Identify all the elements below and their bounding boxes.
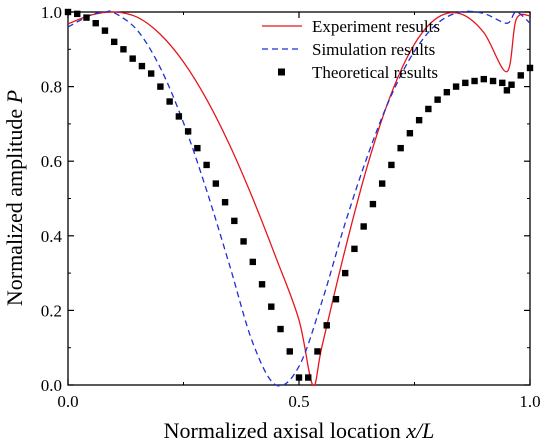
y-tick-label: 1.0 <box>41 3 62 22</box>
theory-marker <box>499 79 506 87</box>
y-tick-label: 0.8 <box>41 78 62 97</box>
tick-group: 0.0 0.5 1.0 0.0 0.2 0.4 0.6 0.8 1.0 <box>41 3 541 411</box>
theory-marker <box>277 325 284 333</box>
theory-marker <box>74 10 81 18</box>
theory-marker <box>406 130 414 137</box>
theory-marker <box>397 144 404 152</box>
y-tick-label: 0.4 <box>41 227 63 246</box>
theory-marker <box>92 19 99 27</box>
theory-marker <box>249 258 256 266</box>
theory-marker <box>388 161 395 169</box>
theory-marker <box>295 374 303 381</box>
theory-marker <box>203 161 210 169</box>
theory-marker <box>286 348 293 355</box>
theory-marker <box>194 144 201 152</box>
theory-marker <box>332 296 340 303</box>
y-axis-title-text: Normalized amplitude <box>2 103 27 306</box>
plot-frame <box>67 11 531 386</box>
theory-marker <box>101 27 109 34</box>
theory-marker <box>323 322 330 329</box>
theory-marker <box>157 83 164 90</box>
theory-marker <box>212 180 220 187</box>
theory-marker <box>305 374 312 381</box>
theory-marker <box>351 245 358 253</box>
theory-marker <box>221 199 229 206</box>
legend: Experiment results Simulation results Theo… <box>262 17 440 82</box>
x-axis-title-text: Normalized axisal location <box>164 418 407 443</box>
theory-marker <box>471 77 478 85</box>
x-tick-label: 0.5 <box>288 392 309 411</box>
theory-marker <box>268 303 275 310</box>
y-axis-title-var: P <box>2 90 27 104</box>
theory-marker <box>425 105 432 113</box>
theory-marker <box>443 88 451 96</box>
theory-marker <box>415 116 423 124</box>
x-tick-label: 1.0 <box>519 392 540 411</box>
theory-marker <box>166 98 173 105</box>
x-axis-title-var: x/L <box>405 418 434 443</box>
theory-marker <box>64 8 72 16</box>
theory-marker <box>503 87 511 94</box>
series-group <box>64 8 534 387</box>
theory-marker <box>138 62 146 70</box>
theory-marker <box>120 46 127 53</box>
theory-marker <box>526 64 534 72</box>
theory-marker <box>129 55 136 62</box>
y-tick-label: 0.0 <box>41 376 62 395</box>
theory-marker <box>258 281 266 288</box>
x-tick-label: 0.0 <box>57 392 78 411</box>
theory-marker <box>147 70 155 77</box>
theory-marker <box>175 113 183 120</box>
theory-marker <box>111 38 118 46</box>
theory-marker <box>489 77 497 85</box>
legend-label: Experiment results <box>312 17 440 36</box>
theory-marker <box>378 180 386 187</box>
theory-marker <box>184 128 192 135</box>
theory-marker <box>83 14 90 21</box>
theory-marker <box>314 348 321 355</box>
x-axis-title: Normalized axisal location x/L <box>164 418 435 443</box>
y-tick-label: 0.6 <box>41 152 62 171</box>
theory-marker <box>480 75 487 83</box>
theory-marker <box>434 96 441 103</box>
theory-marker <box>517 72 524 79</box>
legend-label: Theoretical results <box>312 63 438 82</box>
theory-marker <box>240 238 247 245</box>
theory-marker <box>231 217 238 225</box>
y-tick-label: 0.2 <box>41 301 62 320</box>
simulation-line <box>67 10 531 387</box>
theory-marker <box>508 81 515 88</box>
y-axis-title: Normalized amplitude P <box>2 90 27 306</box>
legend-label: Simulation results <box>312 40 435 59</box>
legend-marker-theory <box>278 68 285 76</box>
theory-marker <box>360 223 367 230</box>
theory-marker <box>462 79 469 87</box>
theory-marker <box>452 83 460 90</box>
theory-marker <box>369 200 377 208</box>
theory-marker <box>342 269 349 277</box>
experiment-line <box>67 11 531 387</box>
